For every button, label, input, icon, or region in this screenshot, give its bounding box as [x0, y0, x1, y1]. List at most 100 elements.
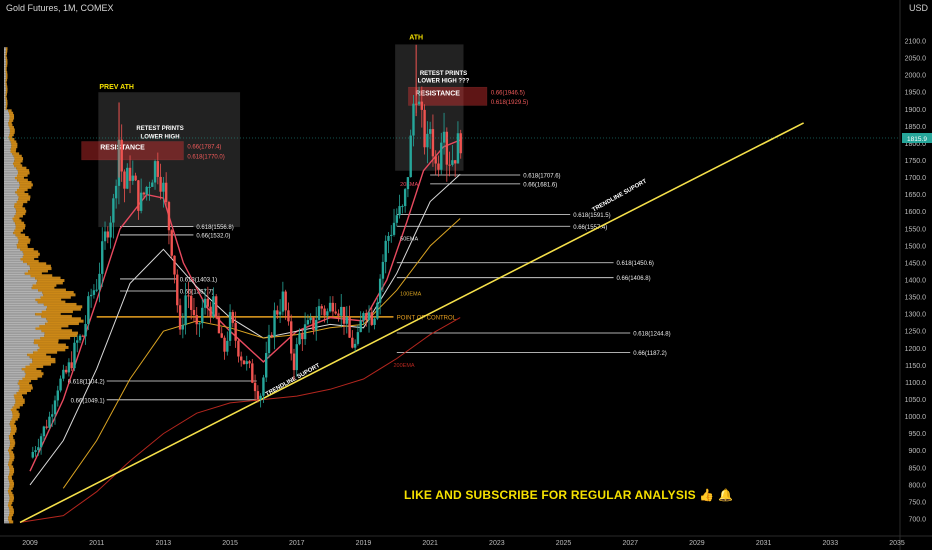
volume-profile-bar [10, 420, 16, 424]
volume-profile-bar [4, 116, 10, 120]
candle-body [173, 255, 176, 275]
volume-profile-bar [4, 257, 21, 261]
volume-profile-bar [8, 506, 13, 510]
y-tick-label: 900.0 [908, 448, 926, 455]
volume-profile-bar [4, 245, 18, 249]
candle-body [423, 109, 426, 148]
candle-body [64, 369, 68, 373]
volume-profile-bar [4, 183, 20, 187]
volume-profile-bar [4, 78, 6, 82]
volume-profile-bar [43, 293, 76, 297]
volume-profile-bar [4, 312, 36, 316]
candle-body [326, 311, 329, 316]
volume-profile-bar [4, 391, 17, 395]
volume-profile-bar [4, 400, 16, 404]
candle-body [106, 231, 110, 238]
candle-body [273, 310, 276, 337]
candle-body [409, 135, 412, 178]
y-tick-label: 1850.0 [905, 124, 927, 131]
volume-profile-bar [4, 159, 15, 163]
candle-body [448, 164, 451, 166]
volume-profile-bar [17, 381, 30, 385]
volume-profile-bar [39, 324, 69, 328]
candle-body [109, 222, 112, 238]
candle-body [245, 361, 248, 365]
volume-profile-bar [5, 71, 8, 75]
candle-body [376, 302, 379, 319]
volume-profile-bar [4, 99, 6, 103]
volume-profile-bar [4, 314, 42, 318]
candle-body [81, 335, 84, 337]
candle-body [315, 319, 318, 330]
candle-body [126, 167, 129, 189]
volume-profile-bar [4, 149, 11, 153]
volume-profile-bar [13, 219, 22, 223]
candle-body [153, 161, 157, 183]
volume-profile-bar [40, 336, 71, 340]
volume-profile-bar [24, 271, 42, 275]
volume-profile-bar [7, 489, 12, 493]
volume-profile-bar [4, 506, 9, 510]
volume-profile-bar [4, 75, 6, 79]
y-tick-label: 2100.0 [905, 39, 927, 46]
candle-body [434, 156, 437, 164]
x-tick-label: 2015 [222, 540, 238, 547]
candle-body [348, 317, 351, 338]
volume-profile-bar [4, 484, 10, 488]
candle-body [34, 450, 37, 452]
volume-profile-bar [4, 80, 6, 84]
volume-profile-bar [14, 214, 23, 218]
candle-body [162, 182, 165, 192]
candle-body [101, 241, 104, 274]
volume-profile-bar [41, 310, 73, 314]
volume-profile-bar [43, 302, 77, 306]
volume-profile-bar [5, 68, 7, 72]
volume-profile-bar [4, 118, 10, 122]
volume-profile-bar [45, 322, 79, 326]
volume-profile-bar [15, 233, 26, 237]
volume-profile-bar [9, 482, 15, 486]
volume-profile-bar [4, 379, 19, 383]
volume-profile-bar [9, 133, 14, 137]
trendline-label: TRENDLINE SUPORT [592, 178, 649, 213]
poc-label: POINT OF CONTROL [397, 315, 457, 321]
volume-profile-bar [4, 123, 9, 127]
currency-label: USD [908, 3, 928, 13]
volume-profile-bar [4, 508, 10, 512]
volume-profile-bar [36, 281, 63, 285]
volume-profile-bar [4, 453, 10, 457]
volume-profile-bar [8, 501, 13, 505]
fib-level-label: 0.618(1244.8) [633, 331, 670, 337]
volume-profile-bar [22, 377, 38, 381]
y-tick-label: 750.0 [908, 499, 926, 506]
candle-body [359, 320, 362, 333]
candle-body [84, 324, 87, 337]
volume-profile-bar [9, 130, 15, 134]
candle-body [456, 133, 460, 164]
volume-profile-bar [27, 262, 47, 266]
volume-profile-bar [4, 479, 10, 483]
candle-body [345, 317, 348, 324]
volume-profile-bar [4, 97, 6, 101]
volume-profile-bar [4, 353, 28, 357]
volume-profile-bar [37, 300, 66, 304]
candle-body [206, 298, 210, 307]
volume-profile-bar [15, 212, 26, 216]
x-tick-label: 2027 [622, 540, 638, 547]
volume-profile-bar [8, 475, 12, 479]
candle-body [295, 344, 298, 371]
volume-profile-bar [4, 51, 6, 55]
candle-body [459, 133, 462, 154]
y-tick-label: 1900.0 [905, 107, 927, 114]
volume-profile-bar [4, 367, 22, 371]
volume-profile-bar [38, 343, 66, 347]
candle-body [270, 334, 273, 337]
candle-body [381, 261, 385, 279]
candle-body [395, 215, 399, 223]
volume-profile-bar [8, 486, 13, 490]
fib-level-label: 0.66(1681.6) [523, 182, 557, 188]
volume-profile-bar [4, 410, 13, 414]
y-tick-label: 1150.0 [905, 363, 926, 370]
volume-profile-bar [4, 138, 10, 142]
